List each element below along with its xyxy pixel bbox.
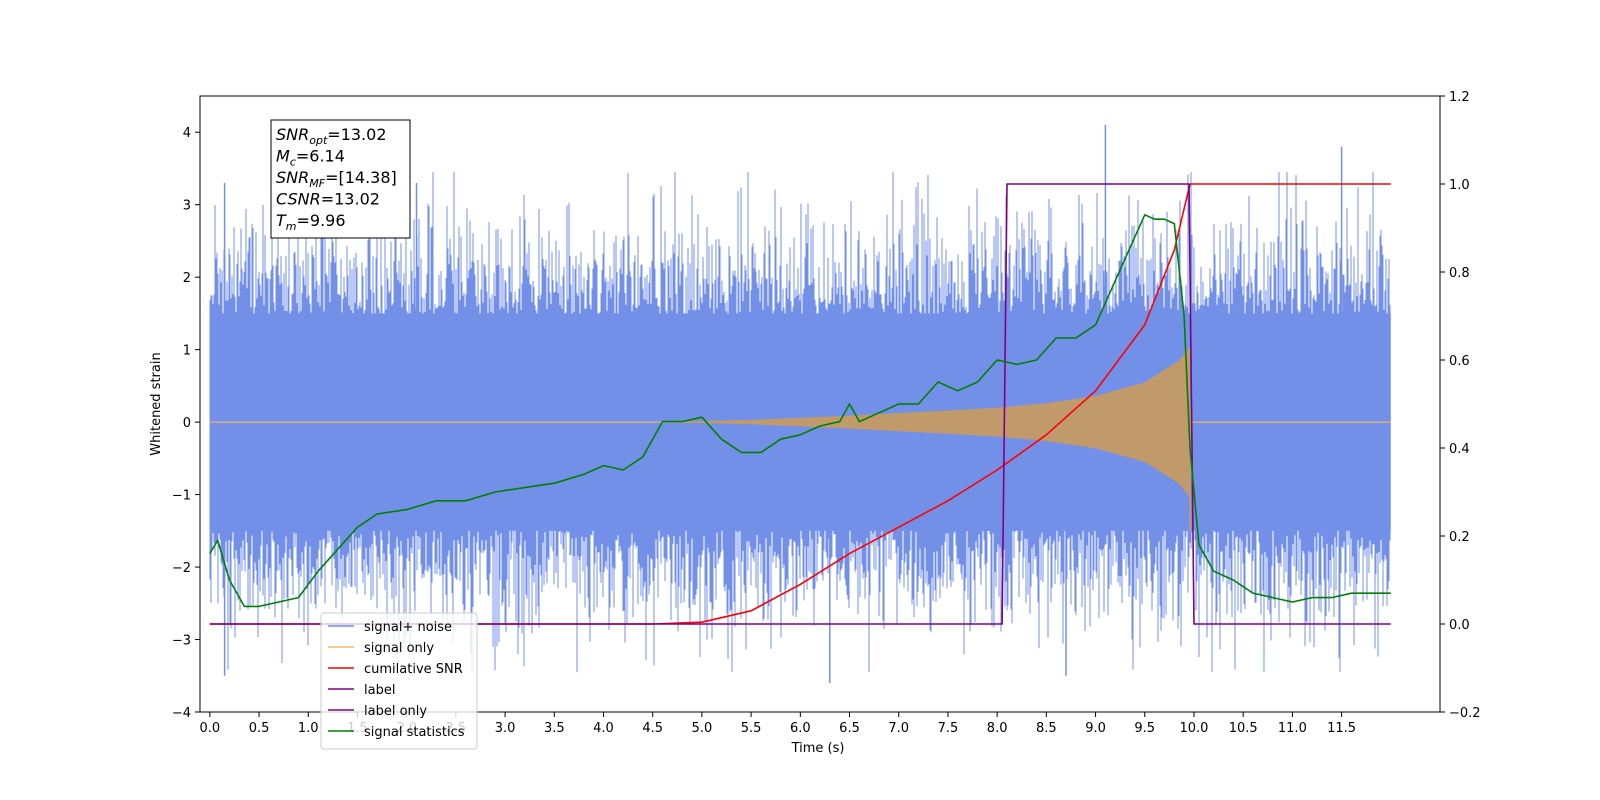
label-line <box>209 183 1391 625</box>
x-tick-label: 0.5 <box>249 721 270 736</box>
left-y-tick-label: 3 <box>183 199 191 214</box>
annotation-frame <box>270 119 411 239</box>
x-tick-label: 6.0 <box>790 721 811 736</box>
chirp-envelope <box>652 346 1190 499</box>
right-y-tick-label: 1.2 <box>1449 90 1470 105</box>
right-y-tick-label: 0.0 <box>1449 618 1470 633</box>
left-y-axis: 4 3 2 1 0 −1 −2 −3 −4 <box>172 126 200 721</box>
x-tick-label: 1.0 <box>298 721 319 736</box>
left-y-axis-label: Whitened strain <box>149 352 164 455</box>
left-y-tick-label: 1 <box>183 344 191 359</box>
legend-entry: label <box>364 683 395 698</box>
x-tick-label: 7.0 <box>888 721 909 736</box>
x-tick-label: 9.0 <box>1085 721 1106 736</box>
signal-only-series <box>209 346 1391 531</box>
legend-entry: label only <box>364 704 427 719</box>
right-axis-series <box>209 183 1391 625</box>
right-y-tick-label: 0.4 <box>1449 442 1470 457</box>
plot-frame <box>199 95 1441 713</box>
legend-entry: cumilative SNR <box>364 662 463 677</box>
plot-area <box>209 125 1391 683</box>
x-tick-label: 3.0 <box>495 721 516 736</box>
annotation-line: Tm=9.96 <box>276 211 346 233</box>
left-y-tick-label: −4 <box>172 706 191 721</box>
noise-peaks <box>223 125 1343 683</box>
left-y-tick-label: 2 <box>183 271 191 286</box>
x-tick-label: 8.5 <box>1036 721 1057 736</box>
left-y-tick-label: 0 <box>183 416 191 431</box>
right-y-tick-label: 1.0 <box>1449 178 1470 193</box>
right-y-tick-label: 0.2 <box>1449 530 1470 545</box>
x-tick-label: 6.5 <box>839 721 860 736</box>
legend-entry: signal statistics <box>364 725 465 740</box>
x-tick-label: 8.0 <box>987 721 1008 736</box>
left-y-tick-label: −2 <box>172 561 191 576</box>
cumilative-snr-line <box>209 183 1391 625</box>
signal-statistics-line <box>209 214 1391 608</box>
statistics-annotation-box: SNRopt=13.02Mc=6.14SNRMF=[14.38]CSNR=13.… <box>270 119 411 239</box>
legend-box <box>320 612 478 750</box>
annotation-line: SNRopt=13.02 <box>276 125 387 147</box>
x-tick-label: 10.0 <box>1179 721 1208 736</box>
right-y-axis: 1.2 1.0 0.8 0.6 0.4 0.2 0.0 −0.2 <box>1440 90 1481 721</box>
annotation-line: Mc=6.14 <box>276 147 345 169</box>
x-tick-label: 5.0 <box>692 721 713 736</box>
x-tick-label: 11.0 <box>1278 721 1307 736</box>
x-tick-label: 7.5 <box>938 721 959 736</box>
legend: signal+ noise signal only cumilative SNR la… <box>320 612 478 750</box>
annotation-line: CSNR=13.02 <box>276 190 380 209</box>
x-tick-label: 11.5 <box>1327 721 1356 736</box>
x-tick-label: 9.5 <box>1134 721 1155 736</box>
legend-entry: signal only <box>364 641 434 656</box>
x-tick-label: 3.5 <box>544 721 565 736</box>
legend-entry: signal+ noise <box>364 620 452 635</box>
x-tick-label: 4.5 <box>642 721 663 736</box>
right-y-tick-label: −0.2 <box>1449 706 1481 721</box>
x-tick-label: 5.5 <box>741 721 762 736</box>
left-y-tick-label: −1 <box>172 489 191 504</box>
right-y-tick-label: 0.8 <box>1449 266 1470 281</box>
x-tick-label: 0.0 <box>199 721 220 736</box>
left-y-tick-label: 4 <box>183 126 191 141</box>
x-tick-label: 10.5 <box>1229 721 1258 736</box>
annotation-line: SNRMF=[14.38] <box>276 168 397 190</box>
left-y-tick-label: −3 <box>172 634 191 649</box>
right-y-tick-label: 0.6 <box>1449 354 1470 369</box>
x-axis-label: Time (s) <box>791 741 845 756</box>
x-tick-label: 4.0 <box>593 721 614 736</box>
